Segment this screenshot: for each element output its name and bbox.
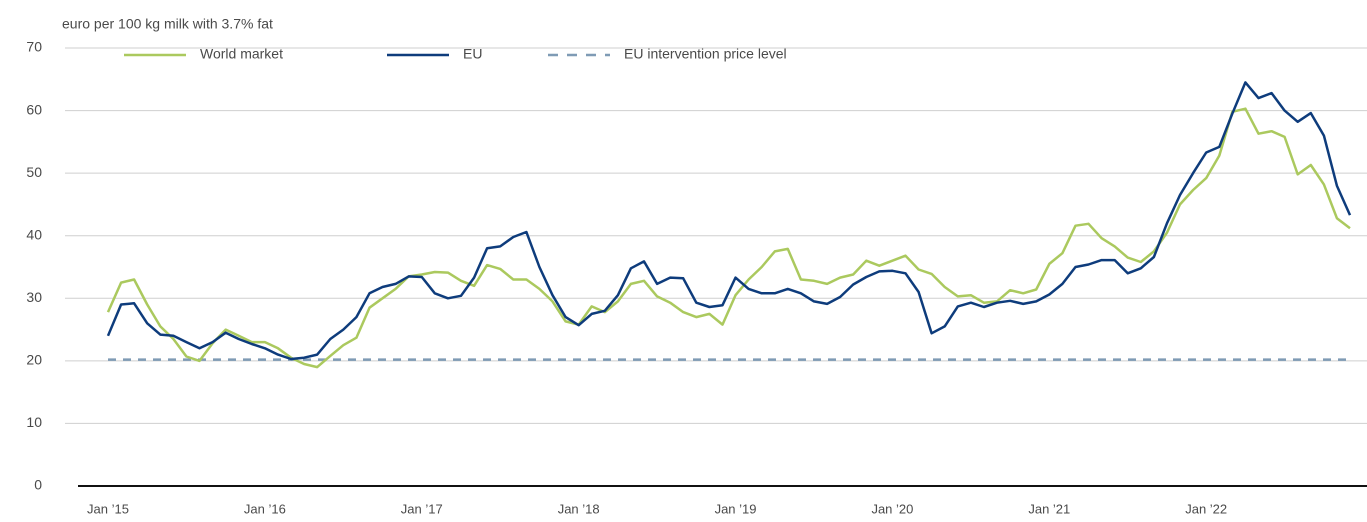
y-tick-label: 20 <box>26 352 42 368</box>
x-tick-label: Jan ’21 <box>1028 501 1070 516</box>
data-line <box>106 81 1352 361</box>
x-tick-label: Jan ’22 <box>1185 501 1227 516</box>
y-tick-label: 60 <box>26 101 42 117</box>
data-line <box>106 107 1351 369</box>
x-tick-label: Jan ’17 <box>401 501 443 516</box>
x-tick-label: Jan ’16 <box>244 501 286 516</box>
legend-label: EU intervention price level <box>624 46 787 62</box>
y-tick-label: 40 <box>26 226 42 242</box>
y-tick-label: 50 <box>26 164 42 180</box>
legend-label: World market <box>200 46 283 62</box>
y-tick-label: 0 <box>34 477 42 493</box>
x-tick-label: Jan ’15 <box>87 501 129 516</box>
x-tick-label: Jan ’19 <box>715 501 757 516</box>
y-axis-label: euro per 100 kg milk with 3.7% fat <box>62 16 273 32</box>
y-tick-label: 10 <box>26 414 42 430</box>
legend-label: EU <box>463 46 482 62</box>
x-tick-label: Jan ’18 <box>558 501 600 516</box>
x-tick-label: Jan ’20 <box>871 501 913 516</box>
y-tick-label: 70 <box>26 39 42 55</box>
y-tick-label: 30 <box>26 289 42 305</box>
